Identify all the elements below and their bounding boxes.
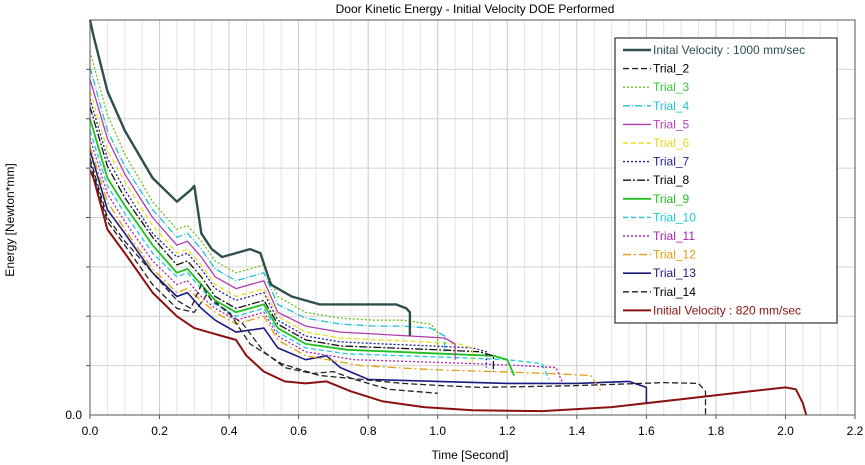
series-line bbox=[89, 106, 495, 372]
legend-entry: Trial_11 bbox=[653, 229, 695, 243]
x-tick-label: 1.4 bbox=[568, 424, 585, 438]
legend-entry: Trial_12 bbox=[653, 248, 696, 262]
series-line bbox=[88, 19, 412, 336]
legend-entry: Trial_13 bbox=[653, 266, 696, 280]
x-tick-label: 0.6 bbox=[290, 424, 307, 438]
series-line bbox=[89, 79, 456, 360]
series-line bbox=[89, 158, 707, 415]
x-tick-label: 1.8 bbox=[708, 424, 725, 438]
series-line bbox=[89, 138, 564, 384]
y-axis-label: Energy [Newton*mm] bbox=[3, 163, 17, 276]
series-line bbox=[89, 118, 516, 376]
legend-entry: Inital Velocity : 1000 mm/sec bbox=[653, 43, 805, 57]
chart-title: Door Kinetic Energy - Initial Velocity D… bbox=[336, 2, 615, 16]
series-line bbox=[89, 67, 446, 352]
legend: Inital Velocity : 1000 mm/sec Trial_2 Tria… bbox=[614, 37, 838, 324]
x-axis-label: Time [Second] bbox=[432, 448, 509, 462]
x-tick-label: 0.4 bbox=[221, 424, 238, 438]
legend-box bbox=[614, 37, 838, 324]
series-line bbox=[89, 162, 438, 394]
legend-entry: Trial_10 bbox=[653, 210, 696, 224]
legend-entry: Trial_9 bbox=[653, 192, 690, 206]
series-line bbox=[89, 90, 474, 364]
legend-entry: Trial_3 bbox=[653, 80, 690, 94]
legend-entry: Initial Velocity : 820 mm/sec bbox=[653, 303, 801, 317]
y-tick-label-zero: 0.0 bbox=[65, 408, 82, 422]
series-line bbox=[89, 130, 550, 380]
legend-entry: Trial_8 bbox=[653, 173, 690, 187]
series-lines bbox=[88, 19, 808, 416]
series-line bbox=[89, 150, 648, 404]
x-tick-label: 2.2 bbox=[847, 424, 864, 438]
x-tick-label: 0.8 bbox=[360, 424, 377, 438]
legend-entry: Trial_2 bbox=[653, 62, 690, 76]
x-tick-label: 1.2 bbox=[499, 424, 516, 438]
series-line bbox=[89, 98, 488, 368]
legend-entry: Trial_7 bbox=[653, 155, 690, 169]
legend-entry: Trial_5 bbox=[653, 117, 690, 131]
series-line bbox=[89, 146, 602, 392]
legend-entry: Trial_14 bbox=[653, 285, 696, 299]
legend-entry: Trial_6 bbox=[653, 136, 690, 150]
x-tick-label: 0.0 bbox=[82, 424, 99, 438]
x-tick-label: 2.0 bbox=[777, 424, 794, 438]
x-tick-label: 1.0 bbox=[429, 424, 446, 438]
x-tick-label: 0.2 bbox=[151, 424, 168, 438]
x-tick-label: 1.6 bbox=[638, 424, 655, 438]
plot-frame bbox=[89, 19, 856, 416]
legend-entry: Trial_4 bbox=[653, 99, 690, 113]
x-axis-ticks: 0.0 0.2 0.4 0.6 0.8 1.0 1.2 1.4 1.6 1.8 2.0 2.2 bbox=[82, 415, 864, 438]
series-line bbox=[89, 169, 808, 416]
